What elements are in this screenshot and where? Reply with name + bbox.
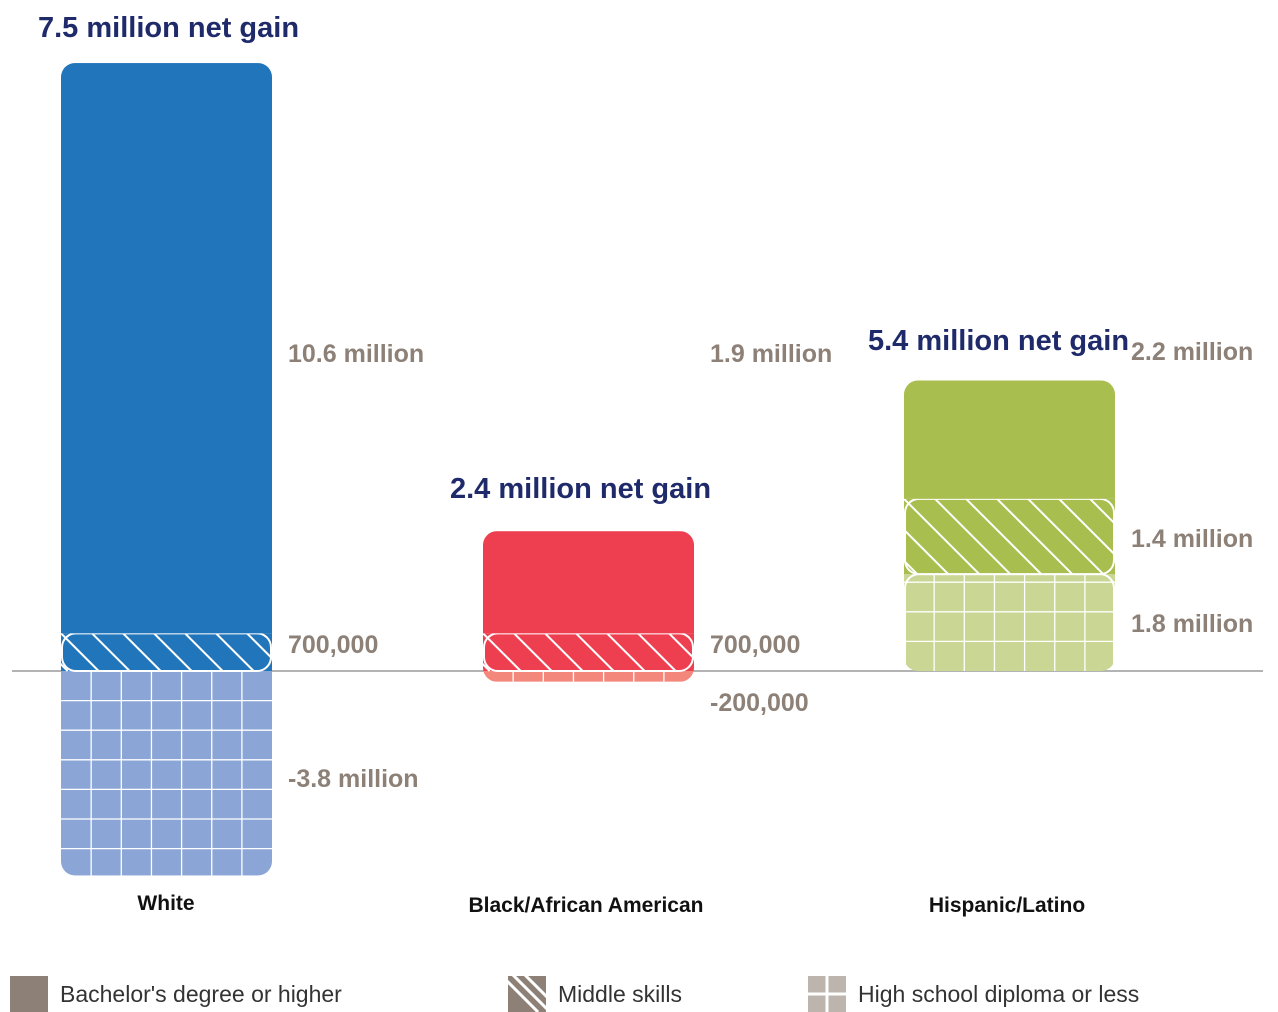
value-label: 700,000	[288, 631, 378, 659]
value-label: 10.6 million	[288, 340, 424, 368]
legend-item-middle-skills: Middle skills	[508, 976, 682, 1012]
value-label: 1.4 million	[1131, 525, 1253, 553]
legend-item-high-school: High school diploma or less	[808, 976, 1139, 1012]
category-label: Hispanic/Latino	[929, 894, 1085, 917]
category-label: White	[137, 892, 194, 915]
grid-square-icon	[808, 976, 846, 1012]
legend-item-bachelors: Bachelor's degree or higher	[10, 976, 342, 1012]
bar-segment-high-school	[61, 671, 272, 876]
value-label: 1.8 million	[1131, 610, 1253, 638]
legend: Bachelor's degree or higher Middle skill…	[0, 976, 1278, 1012]
bar-segment-bachelors	[904, 380, 1115, 499]
category-label: Black/African American	[469, 894, 704, 917]
bar-segment-bachelors	[61, 63, 272, 634]
bar-segment-high-school	[904, 574, 1115, 671]
value-label: -3.8 million	[288, 765, 419, 793]
legend-label: High school diploma or less	[858, 981, 1140, 1007]
bar-segment-bachelors	[483, 531, 694, 634]
bar-segment-middle-skills	[483, 633, 694, 671]
hatched-square-icon	[508, 976, 546, 1012]
bar-white	[61, 63, 272, 876]
bar-hispanic-latino	[904, 380, 1115, 671]
total-label: 5.4 million net gain	[868, 325, 1129, 357]
value-label: 1.9 million	[710, 340, 832, 368]
legend-label: Middle skills	[558, 981, 682, 1007]
value-label: 700,000	[710, 631, 800, 659]
bar-segment-middle-skills	[61, 633, 272, 671]
legend-label: Bachelor's degree or higher	[60, 981, 342, 1007]
value-label: -200,000	[710, 689, 809, 717]
total-label: 7.5 million net gain	[38, 12, 299, 44]
total-label: 2.4 million net gain	[450, 473, 711, 505]
solid-square-icon	[10, 976, 48, 1012]
bar-black-african-american	[483, 531, 694, 682]
bar-segment-high-school	[483, 671, 694, 682]
value-label: 2.2 million	[1131, 338, 1253, 366]
